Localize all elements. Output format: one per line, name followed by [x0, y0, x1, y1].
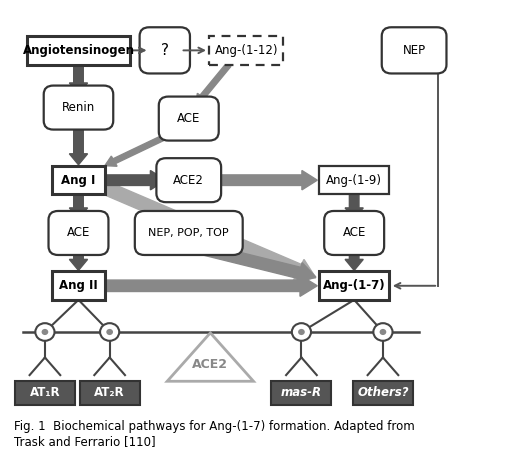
- FancyBboxPatch shape: [382, 27, 446, 74]
- FancyBboxPatch shape: [353, 381, 413, 405]
- Polygon shape: [189, 241, 316, 283]
- Text: Ang-(1-9): Ang-(1-9): [326, 174, 382, 186]
- Text: Fig. 1  Biochemical pathways for Ang-(1-7) formation. Adapted from
Trask and Fer: Fig. 1 Biochemical pathways for Ang-(1-7…: [14, 420, 415, 448]
- Text: NEP: NEP: [402, 44, 426, 57]
- Text: Ang I: Ang I: [61, 174, 95, 186]
- Polygon shape: [196, 64, 231, 105]
- Text: Renin: Renin: [62, 101, 95, 114]
- FancyBboxPatch shape: [15, 381, 75, 405]
- FancyBboxPatch shape: [52, 166, 105, 195]
- Text: mas-R: mas-R: [281, 386, 322, 399]
- FancyBboxPatch shape: [48, 211, 109, 255]
- FancyBboxPatch shape: [272, 381, 331, 405]
- Polygon shape: [212, 170, 317, 190]
- FancyBboxPatch shape: [135, 211, 243, 255]
- Text: ?: ?: [161, 43, 169, 58]
- Polygon shape: [69, 65, 87, 94]
- Text: NEP, POP, TOP: NEP, POP, TOP: [148, 228, 229, 238]
- Circle shape: [373, 323, 392, 341]
- Circle shape: [380, 329, 386, 335]
- FancyBboxPatch shape: [80, 381, 139, 405]
- Text: ACE2: ACE2: [173, 174, 204, 186]
- Polygon shape: [167, 333, 254, 381]
- Text: ACE: ACE: [67, 227, 90, 239]
- FancyBboxPatch shape: [139, 27, 190, 74]
- FancyBboxPatch shape: [320, 166, 389, 195]
- Polygon shape: [69, 121, 87, 165]
- Text: Others?: Others?: [357, 386, 409, 399]
- Text: Ang-(1-12): Ang-(1-12): [215, 44, 278, 57]
- FancyBboxPatch shape: [159, 96, 219, 141]
- Circle shape: [41, 329, 48, 335]
- Polygon shape: [69, 195, 87, 219]
- Circle shape: [106, 329, 113, 335]
- FancyBboxPatch shape: [44, 85, 113, 130]
- FancyBboxPatch shape: [209, 36, 283, 65]
- Text: ACE2: ACE2: [192, 358, 228, 371]
- Text: Ang II: Ang II: [59, 279, 98, 292]
- Text: Angiotensinogen: Angiotensinogen: [23, 44, 134, 57]
- Polygon shape: [106, 170, 166, 190]
- Text: AT₁R: AT₁R: [30, 386, 60, 399]
- FancyBboxPatch shape: [320, 271, 389, 300]
- Circle shape: [292, 323, 311, 341]
- Polygon shape: [105, 129, 177, 166]
- Circle shape: [100, 323, 119, 341]
- Polygon shape: [345, 195, 363, 219]
- Polygon shape: [106, 275, 317, 296]
- Text: ACE: ACE: [177, 112, 200, 125]
- Polygon shape: [103, 182, 316, 282]
- FancyBboxPatch shape: [27, 36, 130, 65]
- Text: AT₂R: AT₂R: [94, 386, 125, 399]
- FancyBboxPatch shape: [324, 211, 384, 255]
- FancyBboxPatch shape: [157, 158, 221, 202]
- Circle shape: [298, 329, 305, 335]
- FancyBboxPatch shape: [52, 271, 105, 300]
- Text: ACE: ACE: [342, 227, 366, 239]
- Circle shape: [35, 323, 55, 341]
- Polygon shape: [345, 247, 363, 271]
- Text: Ang-(1-7): Ang-(1-7): [323, 279, 385, 292]
- Polygon shape: [69, 247, 87, 271]
